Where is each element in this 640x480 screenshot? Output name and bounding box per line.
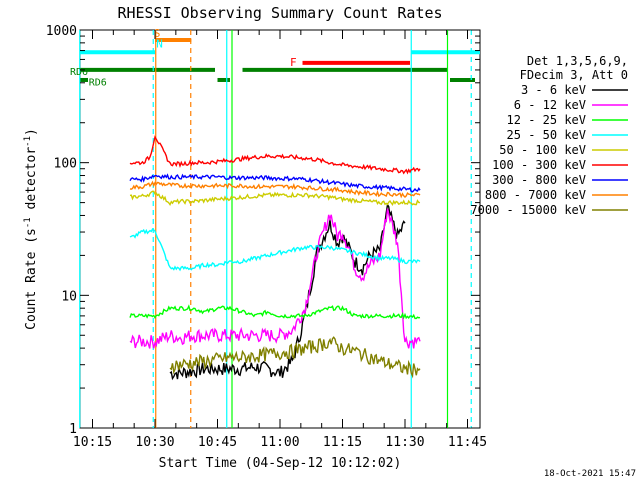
legend-label-1: 6 - 12 keV	[514, 98, 586, 112]
series-line-7	[129, 180, 421, 199]
y-label-main: Count Rate (s	[24, 228, 39, 330]
plot-frame	[79, 29, 481, 429]
legend: Det 1,3,5,6,9,FDecim 3, Att 03 - 6 keV6 …	[470, 54, 628, 217]
flag-label-1: N	[156, 38, 163, 51]
series-line-0	[169, 202, 406, 381]
flag-label-0: S	[154, 27, 161, 40]
y-label-sup1: -1	[23, 217, 33, 228]
flag-label-2: F	[290, 56, 297, 69]
y-axis-label: Count Rate (s-1 detector-1)	[23, 128, 39, 330]
y-tick-label-3: 1000	[46, 24, 77, 39]
attenuator-lines	[79, 30, 472, 428]
series-group	[129, 135, 421, 381]
flag-label-3: RD6	[70, 67, 88, 78]
series-line-6	[129, 173, 421, 193]
legend-label-0: 3 - 6 keV	[521, 83, 586, 97]
x-axis-label: Start Time (04-Sep-12 10:12:02)	[159, 456, 402, 471]
x-tick-label-1: 10:30	[135, 435, 174, 450]
legend-label-3: 25 - 50 keV	[507, 128, 586, 142]
y-label-mid: detector	[24, 147, 39, 218]
legend-header-1: FDecim 3, Att 0	[520, 68, 628, 82]
y-tick-label-0: 1	[69, 422, 77, 437]
legend-label-7: 800 - 7000 keV	[485, 188, 586, 202]
series-line-3	[129, 228, 421, 272]
legend-label-8: 7000 - 15000 keV	[470, 203, 586, 217]
legend-label-4: 50 - 100 keV	[499, 143, 586, 157]
y-tick-label-1: 10	[61, 289, 77, 304]
flag-label-4: RD6	[89, 77, 107, 88]
x-tick-label-2: 10:45	[198, 435, 237, 450]
y-tick-label-2: 100	[54, 157, 77, 172]
x-tick-label-4: 11:15	[323, 435, 362, 450]
flag-bars	[80, 38, 480, 82]
series-line-4	[129, 190, 421, 207]
x-tick-label-0: 10:15	[73, 435, 112, 450]
series-line-2	[129, 304, 421, 320]
legend-label-6: 300 - 800 keV	[492, 173, 586, 187]
x-axis: 10:15 10:30 10:45 11:00 11:15 11:30 11:45	[73, 30, 487, 450]
legend-header-0: Det 1,3,5,6,9,	[527, 54, 628, 68]
series-line-5	[129, 135, 421, 175]
footer-date: 18-Oct-2021 15:47	[544, 469, 636, 479]
legend-label-2: 12 - 25 keV	[507, 113, 586, 127]
series-line-8	[169, 336, 421, 379]
y-label-sup2: -1	[23, 136, 33, 147]
chart-title: RHESSI Observing Summary Count Rates	[117, 4, 442, 22]
legend-label-5: 100 - 300 keV	[492, 158, 586, 172]
y-label-end: )	[24, 128, 39, 136]
y-axis: 1 10 100 1000	[46, 24, 480, 437]
series-line-1	[129, 208, 421, 349]
x-tick-label-6: 11:45	[448, 435, 487, 450]
x-tick-label-3: 11:00	[260, 435, 299, 450]
x-tick-label-5: 11:30	[385, 435, 424, 450]
